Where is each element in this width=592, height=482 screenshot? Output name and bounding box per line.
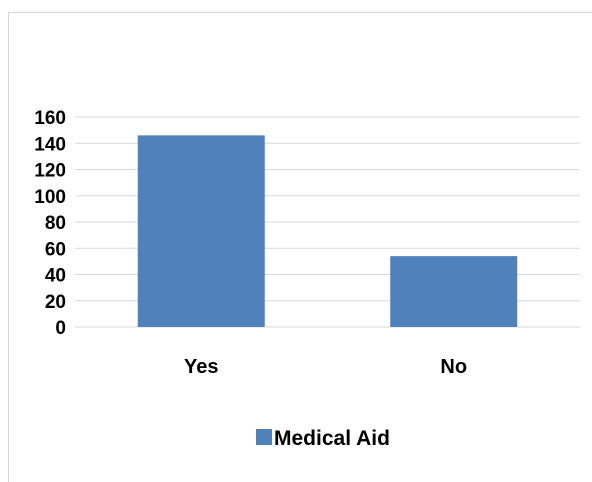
bar-no [390, 256, 518, 327]
y-tick-label: 60 [45, 239, 66, 260]
y-tick-label: 140 [34, 134, 66, 155]
y-tick-label: 20 [45, 292, 66, 313]
bars [137, 135, 518, 327]
legend-swatch [256, 429, 272, 445]
x-axis-ticks: Yes No [184, 356, 467, 378]
chart-frame [8, 12, 592, 482]
y-tick-label: 120 [34, 161, 66, 182]
x-tick-label: No [440, 356, 467, 378]
y-axis-ticks: 0 20 40 60 80 100 120 140 160 [34, 108, 66, 339]
gridlines [75, 116, 580, 328]
y-tick-label: 100 [34, 187, 66, 208]
x-tick-label: Yes [184, 356, 218, 378]
y-tick-label: 80 [45, 213, 66, 234]
legend: Medical Aid [256, 427, 390, 450]
y-tick-label: 160 [34, 108, 66, 129]
y-tick-label: 0 [55, 318, 66, 339]
bar-yes [137, 135, 265, 327]
y-tick-label: 40 [45, 266, 66, 287]
legend-label: Medical Aid [274, 427, 390, 450]
